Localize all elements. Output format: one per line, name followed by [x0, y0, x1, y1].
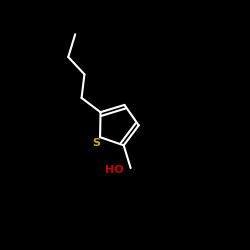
- Text: S: S: [92, 138, 100, 148]
- Text: HO: HO: [105, 166, 124, 175]
